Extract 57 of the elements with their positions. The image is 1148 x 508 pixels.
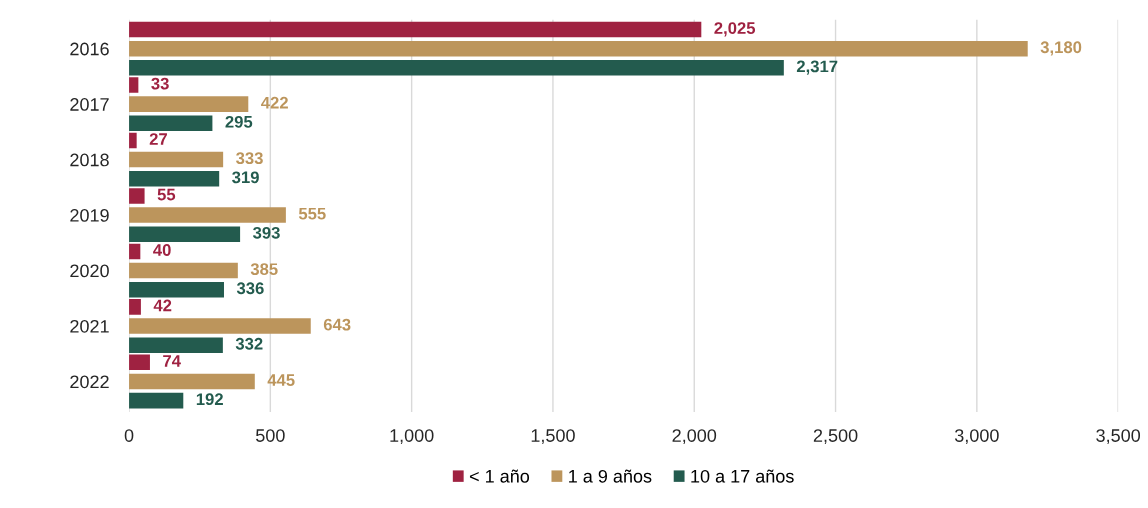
x-tick-label: 3,000 <box>954 429 999 445</box>
legend-label: 10 a 17 años <box>691 469 794 483</box>
data-label: 332 <box>235 337 263 350</box>
data-label: 3,180 <box>1040 41 1082 56</box>
bar <box>129 318 311 334</box>
x-tick-label: 2,000 <box>672 429 717 445</box>
y-tick-label: 2019 <box>70 209 109 222</box>
x-tick-label: 3,500 <box>1096 429 1141 445</box>
data-label: 393 <box>252 226 280 239</box>
y-tick-label: 2017 <box>70 98 109 111</box>
bar <box>129 299 141 315</box>
data-label: 385 <box>250 263 278 276</box>
bar <box>129 207 286 223</box>
data-label: 55 <box>157 188 176 201</box>
legend-label: 1 a 9 años <box>569 469 652 483</box>
x-tick-label: 500 <box>256 429 285 442</box>
bar <box>129 151 224 168</box>
bar <box>129 354 150 371</box>
x-tick-label: 1,000 <box>390 429 434 445</box>
data-label: 192 <box>196 393 223 406</box>
x-tick-label: 1,500 <box>531 429 575 445</box>
bar <box>129 21 702 38</box>
bar <box>129 262 238 279</box>
bar <box>129 96 249 112</box>
data-label: 445 <box>267 374 295 386</box>
bar <box>129 392 184 409</box>
x-tick-label: 2,500 <box>813 429 858 445</box>
y-tick-label: 2021 <box>70 319 109 333</box>
data-label: 2,317 <box>796 60 838 75</box>
bar <box>129 188 145 204</box>
bar <box>129 115 213 132</box>
bar <box>129 226 241 242</box>
y-tick-label: 2020 <box>70 264 109 278</box>
y-tick-label: 2016 <box>70 42 109 56</box>
data-label: 295 <box>225 115 253 128</box>
legend-label: < 1 año <box>469 469 530 483</box>
y-tick-label: 2022 <box>70 375 109 389</box>
bar <box>129 170 220 187</box>
data-label: 2,025 <box>714 22 756 37</box>
bar <box>129 281 224 298</box>
data-label: 27 <box>149 133 167 145</box>
data-label: 74 <box>163 355 181 367</box>
data-label: 555 <box>298 207 326 220</box>
data-label: 336 <box>236 282 264 295</box>
data-label: 319 <box>232 171 259 184</box>
data-label: 333 <box>236 152 263 165</box>
data-label: 422 <box>261 96 288 109</box>
x-tick-label: 0 <box>124 429 134 442</box>
data-label: 643 <box>323 318 351 331</box>
data-label: 40 <box>153 244 171 256</box>
bar <box>129 373 255 390</box>
y-tick-label: 2018 <box>70 153 109 167</box>
data-label: 33 <box>151 77 169 90</box>
bar <box>129 40 1028 57</box>
bar <box>129 60 784 76</box>
bar <box>129 337 223 353</box>
data-label: 42 <box>153 299 172 312</box>
